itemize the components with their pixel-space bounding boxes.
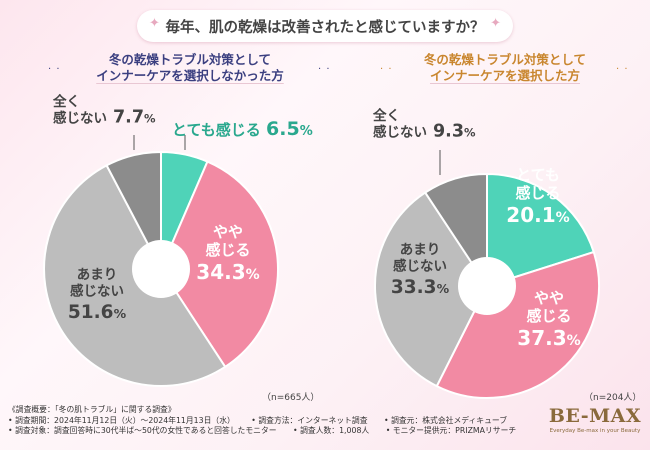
chart1-label-1: とても感じる 6.5% bbox=[172, 118, 313, 140]
chart1-label-3-line-2: 感じない bbox=[70, 283, 124, 300]
footer-count: • 調査人数：1,008人 bbox=[293, 426, 370, 435]
left-sample-size: （n=665人） bbox=[262, 393, 320, 403]
chart2-slice-3 bbox=[374, 191, 489, 388]
chart2-label-2-line-1: やや bbox=[534, 289, 564, 307]
chart1-slice-4 bbox=[105, 150, 162, 270]
footer-target: • 調査対象：調査回答時に30代半ば～50代の女性であると回答したモニター bbox=[8, 426, 277, 435]
chart1-label-3-line-1: あまり bbox=[77, 267, 118, 283]
footer-source: • 調査元：株式会社メディキューブ bbox=[384, 415, 508, 425]
footer-heading: 《調査概要：「冬の肌トラブル」に関する調査》 bbox=[8, 405, 176, 414]
chart2-label-1-line-1: とても bbox=[516, 166, 560, 184]
chart2-slice-2 bbox=[435, 250, 600, 399]
right-subtitle-line1: 冬の乾燥トラブル対策として bbox=[423, 52, 587, 67]
chart2-label-3-line-2: 感じない bbox=[393, 258, 447, 275]
dots-decoration-right-2: · · bbox=[616, 64, 629, 75]
left-subtitle-line1: 冬の乾燥トラブル対策として bbox=[108, 52, 272, 67]
chart2-center-hole bbox=[458, 257, 516, 315]
chart1-label-4-line-1: 全く bbox=[52, 93, 80, 110]
chart1-label-2-line-2: 感じる bbox=[205, 241, 250, 259]
sparkle-icon-right: ✦ bbox=[490, 16, 501, 31]
brand-logo: BE-MAX Everyday Be-max in your Beauty bbox=[545, 405, 645, 434]
right-sample-size: （n=204人） bbox=[584, 393, 642, 403]
brand-name: BE-MAX bbox=[548, 405, 642, 427]
chart1-label-4-line-2: 感じない 7.7% bbox=[53, 108, 156, 128]
chart1-value-1: 6.5 bbox=[266, 118, 300, 140]
dots-decoration-left-1: · · bbox=[48, 64, 61, 75]
chart2-label-1-line-2: 感じる bbox=[515, 184, 560, 202]
footer-row-1: • 調査期間：2024年11月12日（火）～2024年11月13日（水） • 調… bbox=[8, 416, 530, 427]
chart2-value-3: 33.3% bbox=[391, 277, 450, 298]
chart1-center-hole bbox=[132, 240, 190, 298]
chart2-label-4-line-2: 感じない 9.3% bbox=[373, 122, 476, 142]
chart2-value-4: 9.3 bbox=[433, 122, 464, 142]
chart2-slice-4 bbox=[423, 172, 488, 290]
main-title: 毎年、肌の乾燥は改善されたと感じていますか？ bbox=[165, 19, 485, 36]
title-box: ✦ 毎年、肌の乾燥は改善されたと感じていますか？ ✦ bbox=[137, 10, 513, 42]
left-chart-subtitle: 冬の乾燥トラブル対策として インナーケアを選択しなかった方 bbox=[55, 52, 325, 84]
sparkle-icon-left: ✦ bbox=[149, 16, 160, 31]
left-subtitle-line2: インナーケアを選択しなかった方 bbox=[96, 68, 284, 83]
right-subtitle-line2: インナーケアを選択した方 bbox=[429, 68, 580, 83]
footer-method: • 調査方法：インターネット調査 bbox=[251, 415, 368, 425]
chart1-value-3: 51.6% bbox=[68, 302, 127, 323]
brand-tagline: Everyday Be-max in your Beauty bbox=[549, 428, 641, 434]
chart1-label-2-line-1: やや bbox=[213, 223, 243, 241]
footer-period: • 調査期間：2024年11月12日（火）～2024年11月13日（水） bbox=[8, 415, 235, 425]
chart2-slice-1 bbox=[486, 172, 595, 288]
survey-footer: 《調査概要：「冬の肌トラブル」に関する調査》 • 調査期間：2024年11月12… bbox=[8, 405, 530, 437]
right-chart-subtitle: 冬の乾燥トラブル対策として インナーケアを選択した方 bbox=[385, 52, 625, 84]
footer-provider: • モニター提供元：PRIZMAリサーチ bbox=[385, 426, 517, 435]
chart2-label-4-line-1: 全く bbox=[372, 107, 400, 124]
dots-decoration-right-1: · · bbox=[380, 64, 393, 75]
chart2-label-2-line-2: 感じる bbox=[526, 307, 571, 325]
chart2-label-3-line-1: あまり bbox=[400, 242, 441, 258]
footer-row-2: • 調査対象：調査回答時に30代半ば～50代の女性であると回答したモニター • … bbox=[8, 426, 530, 437]
chart1-value-4: 7.7 bbox=[113, 108, 144, 128]
dots-decoration-left-2: · · bbox=[318, 64, 331, 75]
chart1-slice-2 bbox=[159, 160, 280, 369]
